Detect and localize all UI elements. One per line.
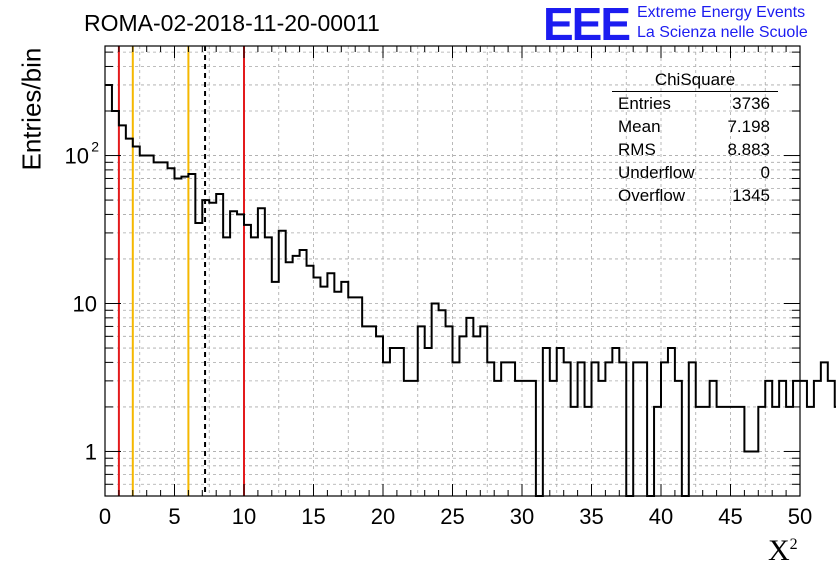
grid-lines — [105, 46, 800, 496]
x-tick-label: 20 — [371, 504, 395, 529]
chart-title: ROMA-02-2018-11-20-00011 — [84, 10, 380, 36]
histogram-series-line — [105, 83, 836, 497]
y-axis-label: Entries/bin — [16, 47, 47, 171]
stats-value: 0 — [760, 163, 770, 182]
stats-box: ChiSquare Entries 3736 Mean 7.198 RMS 8.883… — [612, 68, 778, 207]
logo-line-1: Extreme Energy Events — [637, 4, 806, 21]
stats-label: Underflow — [618, 163, 695, 182]
x-tick-label: 35 — [579, 504, 603, 529]
stats-value: 1345 — [732, 186, 770, 205]
y-tick-label-exponent: 2 — [91, 139, 99, 155]
x-tick-labels: 0 5 10 15 20 25 30 35 40 45 50 — [99, 504, 812, 529]
x-axis-label: X2 — [768, 534, 798, 568]
stats-row-entries: Entries 3736 — [612, 92, 778, 115]
stats-label: Overflow — [618, 186, 686, 205]
stats-value: 7.198 — [727, 117, 770, 136]
stats-label: Entries — [618, 94, 671, 113]
x-tick-label: 40 — [649, 504, 673, 529]
stats-label: Mean — [618, 117, 661, 136]
x-tick-label: 0 — [99, 504, 111, 529]
histogram — [105, 83, 836, 497]
axis-ticks — [104, 46, 801, 496]
x-axis-label-exponent: 2 — [789, 536, 798, 553]
x-tick-label: 5 — [168, 504, 180, 529]
stats-row-underflow: Underflow 0 — [612, 161, 778, 184]
stats-value: 3736 — [732, 94, 770, 113]
stats-value: 8.883 — [727, 140, 770, 159]
y-tick-label: 10 — [73, 292, 97, 317]
logo-line-2: La Scienza nelle Scuole — [637, 24, 808, 41]
x-tick-label: 45 — [718, 504, 742, 529]
y-tick-label: 1 — [85, 439, 97, 464]
vertical-markers — [117, 46, 245, 496]
stats-row-rms: RMS 8.883 — [612, 138, 778, 161]
x-axis-label-base: X — [768, 534, 790, 567]
stats-label: RMS — [618, 140, 656, 159]
x-tick-label: 50 — [788, 504, 812, 529]
stats-row-mean: Mean 7.198 — [612, 115, 778, 138]
stats-row-overflow: Overflow 1345 — [612, 184, 778, 207]
x-tick-label: 30 — [510, 504, 534, 529]
eee-logo: EEE — [543, 0, 631, 50]
y-tick-label: 10 — [65, 144, 89, 169]
stats-box-title: ChiSquare — [612, 68, 778, 92]
x-tick-label: 15 — [301, 504, 325, 529]
x-tick-label: 10 — [232, 504, 256, 529]
x-tick-label: 25 — [440, 504, 464, 529]
